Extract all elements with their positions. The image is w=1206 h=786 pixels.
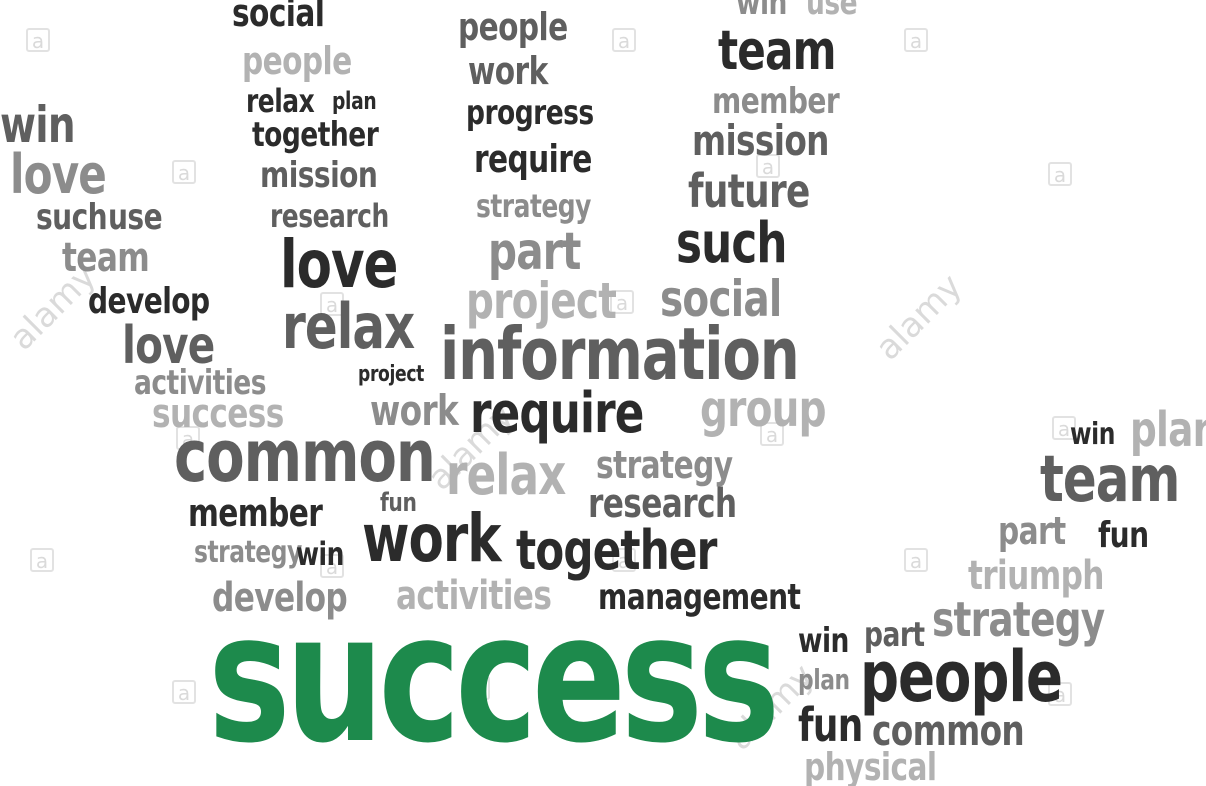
word-social: social <box>660 270 782 328</box>
word-win: win <box>0 96 76 154</box>
word-win: win <box>296 535 344 573</box>
word-relax: relax <box>446 443 566 508</box>
word-fun: fun <box>1098 515 1149 556</box>
word-plan: plan <box>1130 402 1206 458</box>
watermark-letter: a <box>756 154 780 178</box>
word-mission: mission <box>260 155 378 196</box>
word-group: group <box>700 380 827 438</box>
word-member: member <box>712 81 840 122</box>
word-research: research <box>588 481 737 527</box>
watermark-letter: a <box>610 290 634 314</box>
word-information: information <box>440 312 800 396</box>
word-physical: physical <box>804 745 937 786</box>
word-work: work <box>468 49 548 93</box>
watermark-letter: a <box>26 28 50 52</box>
word-strategy: strategy <box>596 443 733 487</box>
watermark-alamy: alamy <box>868 266 971 369</box>
word-require: require <box>470 381 644 446</box>
word-people: people <box>860 636 1063 718</box>
word-team: team <box>718 19 836 82</box>
word-use: use <box>108 197 163 238</box>
watermark-letter: a <box>1048 682 1072 706</box>
word-win: win <box>798 621 849 661</box>
word-plan: plan <box>332 87 377 115</box>
watermark-letter: a <box>1048 162 1072 186</box>
word-project: project <box>358 362 425 387</box>
word-require: require <box>474 137 592 181</box>
word-develop: develop <box>88 281 210 322</box>
word-people: people <box>458 5 568 49</box>
word-such: such <box>676 211 787 276</box>
watermark-letter: a <box>612 548 636 572</box>
word-mission: mission <box>692 116 829 165</box>
watermark-letter: a <box>904 28 928 52</box>
word-future: future <box>688 164 810 218</box>
word-use: use <box>806 0 858 23</box>
word-strategy: strategy <box>194 535 302 570</box>
watermark-letter: a <box>320 554 344 578</box>
word-activities: activities <box>396 573 552 619</box>
word-part: part <box>488 222 581 282</box>
word-people: people <box>242 39 352 83</box>
word-team: team <box>1040 443 1180 517</box>
watermark-letter: a <box>172 160 196 184</box>
word-plan: plan <box>798 663 850 696</box>
word-progress: progress <box>466 93 594 133</box>
word-such: such <box>36 197 108 238</box>
word-love: love <box>10 143 107 206</box>
watermark-letter: a <box>320 292 344 316</box>
word-work: work <box>370 386 459 435</box>
word-strategy: strategy <box>476 187 591 225</box>
word-part: part <box>864 615 925 655</box>
word-team: team <box>62 235 150 281</box>
word-success-highlight: success <box>208 575 780 782</box>
word-relax: relax <box>282 290 415 363</box>
word-triumph: triumph <box>968 553 1105 599</box>
watermark-letter: a <box>466 676 490 700</box>
word-love: love <box>280 226 398 303</box>
word-love: love <box>122 316 215 376</box>
watermark-letter: a <box>760 422 784 446</box>
word-fun: fun <box>798 698 863 752</box>
word-activities: activities <box>134 363 267 403</box>
watermark-letter: a <box>176 426 200 450</box>
watermark-letter: a <box>172 680 196 704</box>
word-win: win <box>1070 417 1115 452</box>
word-win: win <box>736 0 787 23</box>
word-together: together <box>252 115 379 155</box>
word-research: research <box>270 197 389 235</box>
word-project: project <box>466 272 617 330</box>
word-together: together <box>516 519 717 582</box>
word-success: success <box>152 391 284 437</box>
word-relax: relax <box>246 82 315 120</box>
watermark-letter: a <box>30 548 54 572</box>
word-common: common <box>872 706 1025 755</box>
word-social: social <box>232 0 325 35</box>
word-member: member <box>188 491 323 535</box>
watermark-letter: a <box>904 548 928 572</box>
word-common: common <box>174 414 436 498</box>
watermark-letter: a <box>612 28 636 52</box>
watermark-letter: a <box>1052 416 1076 440</box>
word-develop: develop <box>212 575 348 621</box>
word-strategy: strategy <box>932 592 1105 648</box>
word-work: work <box>362 500 501 577</box>
word-management: management <box>598 577 801 618</box>
word-fun: fun <box>380 488 417 518</box>
word-part: part <box>998 509 1066 553</box>
